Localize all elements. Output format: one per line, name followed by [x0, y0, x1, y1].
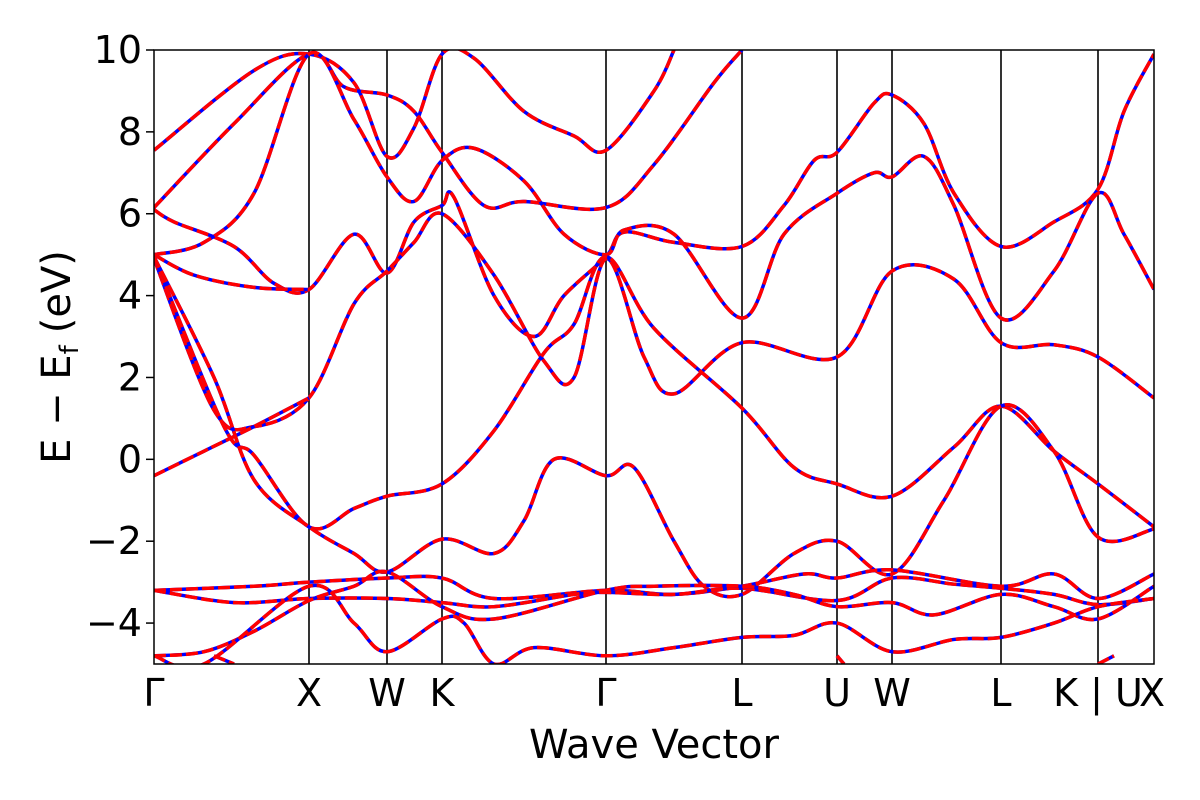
plot-frame [153, 49, 1155, 665]
x-axis-label: Wave Vector [529, 722, 780, 768]
y-axis-label-unit: (eV) [34, 250, 80, 333]
y-tick-label: −4 [86, 601, 142, 645]
band-line-solid [154, 50, 744, 212]
x-tick-label: W [368, 671, 406, 715]
band-line-dashed [154, 50, 1154, 322]
band-line-dashed [835, 654, 846, 664]
x-tick-label: U [823, 671, 851, 715]
y-ticks: 10 8 6 4 2 0 −2 −4 [86, 28, 154, 645]
y-axis-label-sub: f [55, 344, 85, 354]
band-line-dashed [154, 575, 1154, 609]
bands [154, 50, 1154, 664]
y-tick-label: −2 [86, 519, 142, 563]
band-line-dashed [154, 396, 310, 478]
y-axis-label: E − Ef (eV) [34, 250, 85, 464]
band-line-solid [154, 255, 1154, 599]
x-tick-label: X [296, 671, 322, 715]
y-tick-label: 10 [94, 28, 142, 72]
x-tick-label: X [1139, 671, 1165, 715]
band-line-dashed [154, 211, 1154, 432]
x-tick-label: L [731, 671, 752, 715]
y-tick-label: 8 [118, 110, 142, 154]
band-line-dashed [154, 255, 1154, 599]
band-line-dashed [154, 253, 310, 292]
y-tick-label: 4 [118, 274, 142, 318]
y-axis-label-group: E − Ef (eV) [34, 250, 85, 464]
y-tick-label: 6 [118, 192, 142, 236]
band-line-dashed [154, 50, 744, 212]
x-tick-label: Γ [143, 671, 164, 715]
band-line-solid [154, 50, 676, 160]
band-line-dashed [154, 50, 676, 160]
kpoint-lines [308, 50, 1099, 664]
band-line-dashed [154, 583, 1154, 664]
band-line-dashed [154, 569, 1154, 658]
x-tick-label: K [430, 671, 456, 715]
band-line-dashed [154, 568, 1154, 601]
x-tick-label: Γ [595, 671, 616, 715]
band-line-dashed [213, 654, 235, 664]
x-tick-label: K | U [1053, 671, 1143, 716]
x-tick-label: L [990, 671, 1011, 715]
band-line-solid [154, 254, 1154, 531]
band-line-dashed [154, 254, 1154, 531]
y-tick-label: 0 [118, 437, 142, 481]
band-line-solid [154, 53, 1154, 339]
x-tick-label: W [873, 671, 911, 715]
y-tick-label: 2 [118, 355, 142, 399]
band-line-dashed [154, 53, 1154, 339]
y-axis-label-main: E − E [34, 354, 80, 464]
